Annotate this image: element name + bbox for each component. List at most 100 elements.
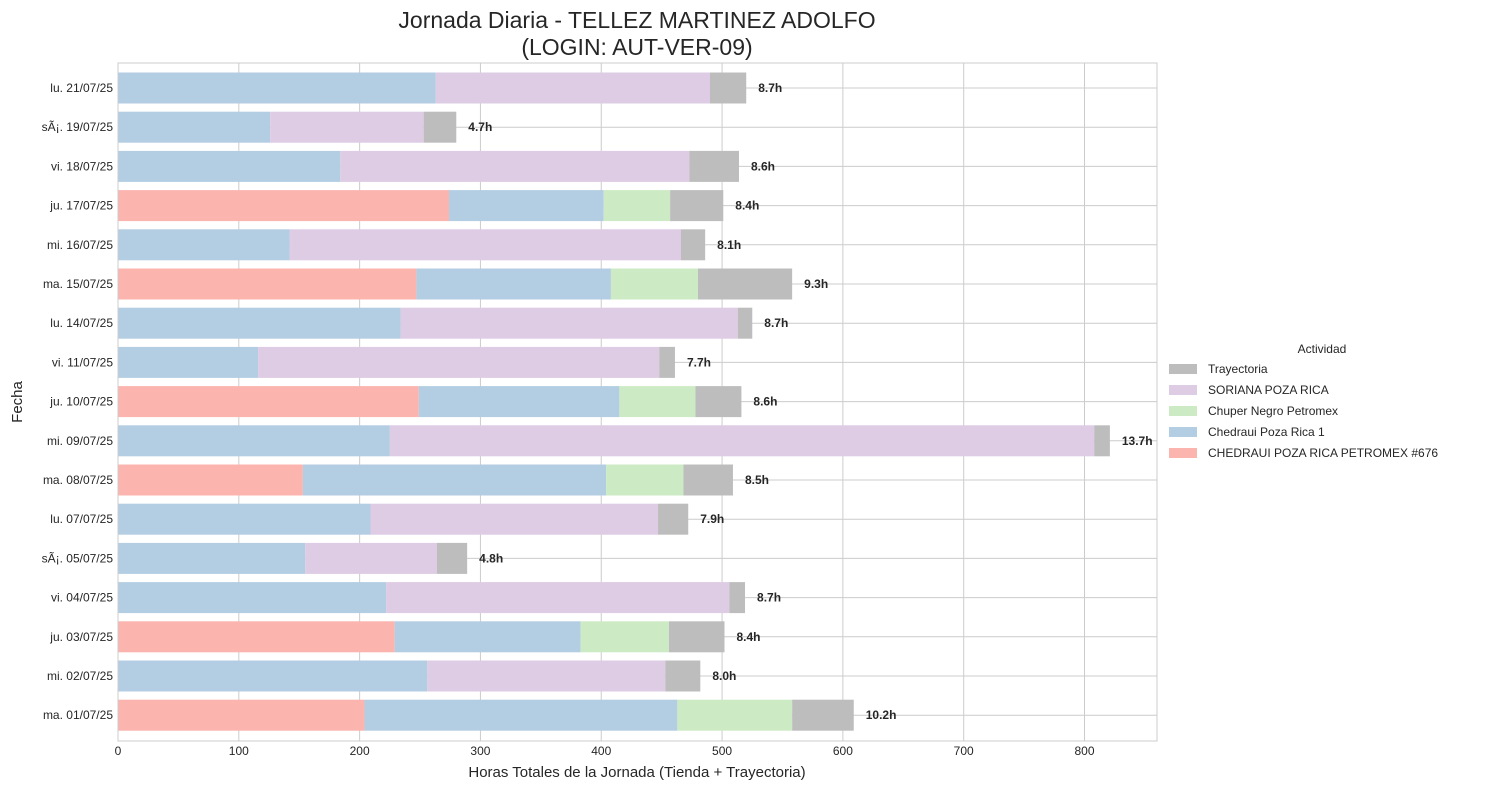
bar-segment [659, 346, 675, 378]
bar-segment [289, 229, 681, 261]
bar-segment [792, 699, 854, 731]
legend-swatch [1169, 364, 1197, 374]
bar-segment [435, 72, 710, 104]
total-label: 10.2h [866, 708, 897, 722]
y-tick-label: mi. 09/07/25 [47, 434, 113, 448]
bar-segment [680, 229, 706, 261]
bar-segment [1094, 425, 1110, 457]
total-label: 4.7h [468, 120, 492, 134]
bar-segment [668, 621, 725, 653]
plot-frame [117, 62, 1158, 742]
total-label: 7.9h [700, 512, 724, 526]
total-label: 8.1h [717, 238, 741, 252]
y-tick-label: lu. 14/07/25 [50, 316, 113, 330]
bar-segment [118, 229, 290, 261]
y-tick-label: mi. 02/07/25 [47, 669, 113, 683]
x-tick-label: 300 [470, 744, 490, 758]
bars-group [118, 72, 1110, 731]
bar-segment [697, 268, 793, 300]
bar-segment [389, 425, 1095, 457]
legend-title: Actividad [1298, 342, 1347, 356]
y-tick-label: sÃ¡. 05/07/25 [42, 551, 114, 565]
bar-segment [418, 386, 620, 418]
total-label: 8.0h [712, 669, 736, 683]
bar-segment [665, 660, 701, 692]
bar-segment [427, 660, 666, 692]
y-tick-label: ju. 17/07/25 [49, 199, 113, 213]
bar-segment [689, 150, 739, 182]
y-tick-label: lu. 07/07/25 [50, 512, 113, 526]
total-label: 4.8h [479, 551, 503, 565]
y-tick-label: ma. 15/07/25 [43, 277, 113, 291]
bar-segment [603, 190, 671, 222]
x-tick-label: 800 [1074, 744, 1094, 758]
legend-item-label: SORIANA POZA RICA [1208, 383, 1329, 397]
bar-segment [677, 699, 793, 731]
total-label: 7.7h [687, 355, 711, 369]
legend-item-label: CHEDRAUI POZA RICA PETROMEX #676 [1208, 446, 1438, 460]
y-tick-label: vi. 11/07/25 [52, 355, 113, 369]
bar-segment [737, 307, 753, 339]
legend-item-label: Trayectoria [1208, 362, 1268, 376]
bar-segment [118, 660, 428, 692]
x-tick-label: 400 [591, 744, 611, 758]
bar-segment [606, 464, 684, 496]
bar-segment [118, 346, 259, 378]
bar-segment [370, 503, 659, 535]
bar-segment [364, 699, 678, 731]
bar-segment [118, 425, 390, 457]
y-tick-label: ma. 01/07/25 [43, 708, 113, 722]
legend-swatch [1169, 448, 1197, 458]
bar-segment [695, 386, 742, 418]
bar-segment [386, 582, 730, 614]
bar-segment [118, 72, 436, 104]
bar-segment [118, 582, 387, 614]
x-tick-labels: 0 100 200 300 400 500 600 700 800 [115, 744, 1095, 758]
total-label: 8.4h [736, 630, 760, 644]
total-label: 8.6h [751, 159, 775, 173]
bar-segment [118, 621, 395, 653]
y-tick-labels: lu. 21/07/25 sÃ¡. 19/07/25 vi. 18/07/25 ju.… [42, 81, 114, 722]
x-tick-label: 100 [229, 744, 249, 758]
bar-segment [118, 307, 401, 339]
total-label: 8.6h [753, 395, 777, 409]
x-tick-label: 700 [954, 744, 974, 758]
bar-segment [118, 111, 271, 143]
x-tick-label: 600 [833, 744, 853, 758]
total-label: 8.7h [757, 591, 781, 605]
y-tick-label: ju. 03/07/25 [49, 630, 113, 644]
y-tick-label: vi. 18/07/25 [51, 159, 113, 173]
bar-segment [270, 111, 424, 143]
bar-segment [729, 582, 746, 614]
total-label: 8.4h [735, 199, 759, 213]
bar-segment [416, 268, 611, 300]
y-tick-label: sÃ¡. 19/07/25 [42, 120, 114, 134]
bar-segment [258, 346, 660, 378]
bar-segment [400, 307, 738, 339]
y-tick-label: ju. 10/07/25 [49, 395, 113, 409]
total-label: 9.3h [804, 277, 828, 291]
legend-swatch [1169, 427, 1197, 437]
total-labels: 8.7h 4.7h 8.6h 8.4h 8.1h 9.3h 8.7h 7.7h 8.6h 13.7… [468, 81, 1152, 722]
bar-segment [423, 111, 457, 143]
bar-segment [619, 386, 696, 418]
bar-segment [394, 621, 581, 653]
bar-segment [118, 699, 365, 731]
bar-segment [118, 464, 303, 496]
bar-segment [118, 386, 419, 418]
legend-item-label: Chuper Negro Petromex [1208, 404, 1338, 418]
legend-swatch [1169, 406, 1197, 416]
bar-segment [436, 542, 468, 574]
bar-segment [709, 72, 747, 104]
total-label: 8.7h [758, 81, 782, 95]
y-tick-label: vi. 04/07/25 [51, 591, 113, 605]
bar-segment [580, 621, 669, 653]
y-tick-label: ma. 08/07/25 [43, 473, 113, 487]
total-label: 13.7h [1122, 434, 1153, 448]
chart-title-line1: Jornada Diaria - TELLEZ MARTINEZ ADOLFO [398, 7, 875, 33]
y-tick-label: mi. 16/07/25 [47, 238, 113, 252]
bar-segment [449, 190, 604, 222]
bar-segment [658, 503, 689, 535]
bar-segment [302, 464, 607, 496]
